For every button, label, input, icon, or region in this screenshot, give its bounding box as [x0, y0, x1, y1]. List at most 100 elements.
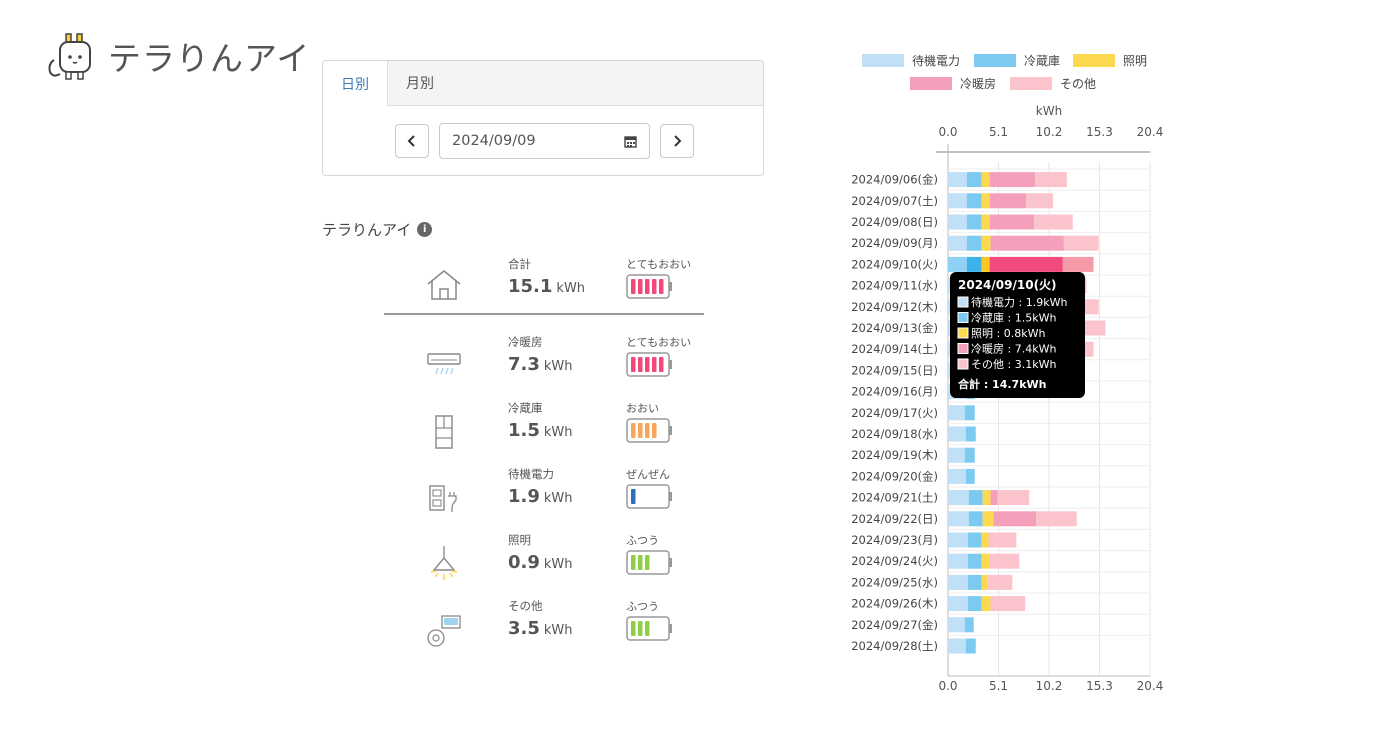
legend-swatch: [910, 77, 952, 90]
legend-label: その他: [1060, 77, 1096, 91]
row-value: 15.1 kWh: [508, 276, 586, 297]
bar-segment: [1034, 214, 1073, 230]
battery-bar: [638, 555, 643, 570]
bar-segment: [948, 574, 968, 590]
next-day-button[interactable]: [660, 124, 694, 158]
bar-segment: [948, 426, 966, 442]
summary-title-text: テラりんアイ: [322, 221, 412, 239]
bar-segment: [1063, 235, 1099, 251]
bar-segment: [967, 596, 982, 612]
bar-segment: [948, 511, 969, 527]
tooltip-line: 待機電力 : 1.9kWh: [971, 295, 1067, 309]
date-row: 2024/09/09: [395, 123, 694, 159]
info-icon[interactable]: i: [417, 222, 433, 237]
y-tick-label: 2024/09/16(月): [851, 385, 938, 399]
chevron-left-icon: [407, 135, 415, 147]
tab-daily[interactable]: 日別: [323, 61, 388, 106]
bar-segment: [948, 172, 967, 188]
battery-bar: [631, 489, 636, 504]
x-tick-label-bottom: 5.1: [989, 679, 1008, 693]
bar-segment: [966, 172, 982, 188]
outlet-plug-icon: [424, 478, 468, 522]
bar-segment: [966, 235, 982, 251]
bar-segment: [1026, 193, 1053, 209]
bar-segment: [948, 553, 968, 569]
tooltip-swatch: [957, 327, 969, 339]
bar-segment: [966, 256, 982, 272]
battery-icon: [626, 274, 672, 299]
row-value: 1.9 kWh: [508, 486, 573, 507]
legend-label: 照明: [1123, 54, 1147, 68]
battery-bar: [645, 423, 650, 438]
bar-segment: [981, 193, 990, 209]
bar-segment: [981, 574, 988, 590]
battery-gauge: [626, 418, 674, 448]
tab-monthly[interactable]: 月別: [406, 76, 434, 92]
battery-bar: [631, 423, 636, 438]
date-selector-card: 日別 月別 2024/09/09: [322, 60, 764, 176]
y-tick-label: 2024/09/18(水): [851, 427, 938, 441]
y-tick-label: 2024/09/17(火): [851, 406, 938, 420]
bar-segment: [965, 426, 976, 442]
y-tick-label: 2024/09/21(土): [851, 491, 938, 505]
tooltip-line: その他 : 3.1kWh: [971, 358, 1056, 371]
summary-row-other: その他 3.5 kWh ふつう: [384, 598, 704, 658]
bar-segment: [981, 235, 991, 251]
y-tick-label: 2024/09/20(金): [851, 469, 938, 483]
battery-bar: [638, 279, 643, 294]
bar-segment: [948, 596, 968, 612]
y-tick-label: 2024/09/22(日): [851, 512, 938, 526]
bar-segment: [965, 638, 976, 654]
legend-swatch: [974, 54, 1016, 67]
ceiling-lamp-icon: [424, 544, 468, 588]
x-tick-label-top: 5.1: [989, 125, 1008, 139]
bar-segment: [964, 447, 975, 463]
battery-gauge: [626, 274, 674, 304]
bar-segment: [948, 447, 965, 463]
y-tick-label: 2024/09/09(月): [851, 236, 938, 250]
summary-row-aircon: 冷暖房 7.3 kWh とてもおおい: [384, 334, 704, 394]
prev-day-button[interactable]: [395, 124, 429, 158]
bar-segment: [993, 511, 1037, 527]
y-tick-label: 2024/09/14(土): [851, 342, 938, 356]
x-tick-label-bottom: 20.4: [1137, 679, 1164, 693]
bar-segment: [948, 490, 969, 506]
row-value: 7.3 kWh: [508, 354, 573, 375]
row-level: とてもおおい: [626, 258, 692, 271]
row-label: 合計: [508, 257, 531, 271]
bar-segment: [990, 596, 1026, 612]
app-title: テラりんアイ: [108, 39, 311, 78]
tooltip-line: 冷蔵庫 : 1.5kWh: [971, 311, 1056, 325]
tooltip-line: 照明 : 0.8kWh: [971, 327, 1045, 340]
y-tick-label: 2024/09/23(月): [851, 533, 938, 547]
battery-bar: [652, 423, 657, 438]
bar-segment: [1035, 172, 1067, 188]
legend-label: 冷暖房: [960, 76, 996, 91]
date-input[interactable]: 2024/09/09: [439, 123, 650, 159]
chevron-right-icon: [674, 135, 682, 147]
bar-segment: [981, 172, 990, 188]
battery-bar: [631, 357, 636, 372]
x-tick-label-top: 15.3: [1086, 125, 1113, 139]
battery-bar: [659, 357, 664, 372]
tooltip-line: 冷暖房 : 7.4kWh: [971, 343, 1056, 356]
row-value: 0.9 kWh: [508, 552, 573, 573]
x-axis-title: kWh: [1036, 104, 1062, 118]
battery-icon: [626, 352, 672, 377]
battery-bar: [631, 621, 636, 636]
y-tick-label: 2024/09/12(木): [851, 300, 938, 314]
bar-segment: [948, 617, 965, 633]
mascot-plug-icon: [48, 33, 91, 80]
y-tick-label: 2024/09/19(木): [851, 448, 938, 462]
row-label: 冷蔵庫: [508, 401, 543, 415]
bar-segment: [948, 638, 966, 654]
row-level: ふつう: [626, 600, 659, 613]
tab-bar: 日別 月別: [323, 61, 763, 106]
bar-segment: [968, 511, 983, 527]
battery-bar: [659, 279, 664, 294]
battery-bar: [631, 279, 636, 294]
x-tick-label-top: 10.2: [1036, 125, 1063, 139]
tooltip-swatch: [957, 358, 969, 370]
bar-segment: [948, 193, 967, 209]
y-tick-label: 2024/09/15(日): [851, 363, 938, 377]
